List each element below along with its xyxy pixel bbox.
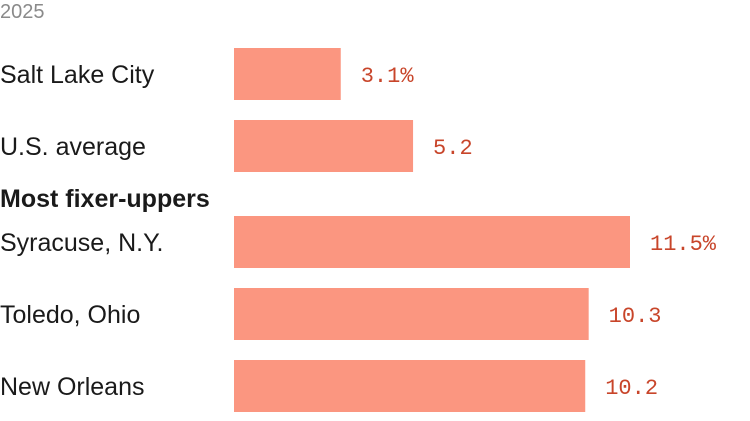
category-label: Syracuse, N.Y. [0,229,164,257]
category-label: New Orleans [0,373,145,401]
bars-layer: Salt Lake City 3.1% U.S. average 5.2 Most fi… [0,48,717,412]
bar [234,288,589,340]
bar [234,360,586,412]
category-label: Salt Lake City [0,61,155,89]
value-label: 10.3 [609,304,662,329]
bar [234,48,341,100]
category-label: Toledo, Ohio [0,301,140,329]
bar [234,216,630,268]
category-label: U.S. average [0,133,146,161]
chart-subtitle: 2025 [0,1,45,23]
group-heading: Most fixer-uppers [0,185,210,213]
value-label: 3.1% [361,64,415,89]
bar [234,120,414,172]
value-label: 5.2 [433,136,473,161]
value-label: 10.2 [605,376,658,401]
value-label: 11.5% [650,232,717,257]
